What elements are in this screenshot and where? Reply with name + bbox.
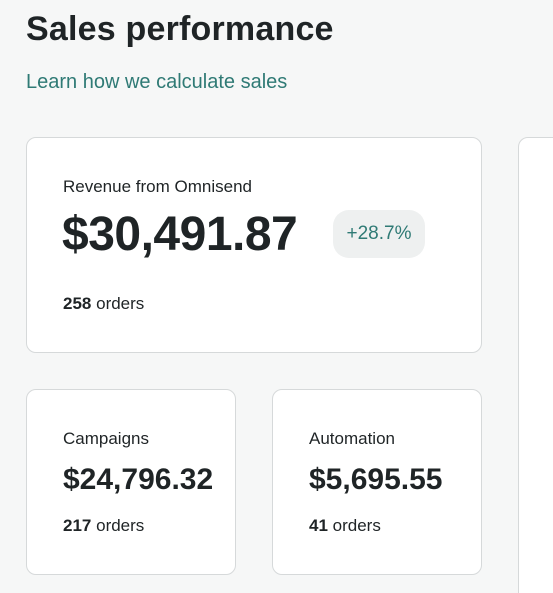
revenue-label: Revenue from Omnisend <box>63 177 252 196</box>
automation-orders-label: orders <box>332 516 381 535</box>
revenue-orders-count: 258 <box>63 294 92 313</box>
automation-orders: 41 orders <box>309 516 381 536</box>
campaigns-label: Campaigns <box>63 429 149 448</box>
automation-card: Automation $5,695.55 41 orders <box>272 389 482 575</box>
revenue-change-badge: +28.7% <box>333 210 425 258</box>
campaigns-orders: 217 orders <box>63 516 144 536</box>
automation-orders-count: 41 <box>309 516 328 535</box>
automation-label: Automation <box>309 429 395 448</box>
revenue-orders: 258 orders <box>63 294 144 314</box>
campaigns-orders-count: 217 <box>63 516 92 535</box>
campaigns-value: $24,796.32 <box>63 463 214 496</box>
side-panel-card <box>518 137 553 593</box>
revenue-value: $30,491.87 <box>62 208 298 261</box>
revenue-card: Revenue from Omnisend $30,491.87 +28.7% … <box>26 137 482 353</box>
revenue-orders-label: orders <box>96 294 145 313</box>
campaigns-card: Campaigns $24,796.32 217 orders <box>26 389 236 575</box>
page-title: Sales performance <box>26 10 334 48</box>
campaigns-orders-label: orders <box>96 516 145 535</box>
learn-calculation-link[interactable]: Learn how we calculate sales <box>26 71 288 93</box>
automation-value: $5,695.55 <box>309 463 443 496</box>
